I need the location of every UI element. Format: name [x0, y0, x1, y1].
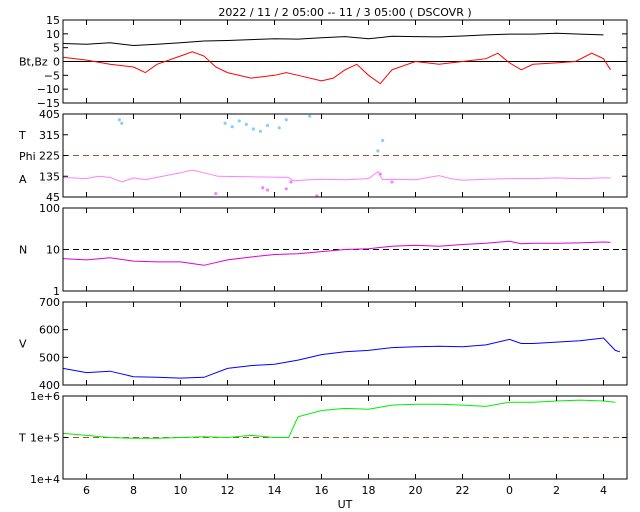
y-tick-label: 1e+5: [30, 432, 60, 445]
y-tick-label: 15: [46, 14, 60, 27]
chart-title: 2022 / 11 / 2 05:00 -- 11 / 3 05:00 ( DS…: [218, 6, 471, 19]
series-line-1: [62, 169, 611, 183]
series-point: [284, 187, 288, 191]
y-tick-label: 400: [39, 379, 60, 392]
y-tick-label: −15: [37, 97, 60, 110]
y-tick-label: 5: [53, 42, 60, 55]
y-tick-label: 315: [39, 129, 60, 142]
series-point: [261, 186, 265, 190]
y-tick-label: 405: [39, 108, 60, 121]
series-line-0: [62, 337, 621, 379]
series-point: [258, 129, 262, 133]
y-tick-label: 135: [39, 170, 60, 183]
y-axis-label: V: [19, 338, 27, 351]
y-tick-label: 10: [46, 244, 60, 257]
series-point: [308, 114, 312, 118]
series-point: [390, 180, 394, 184]
x-tick-label: 6: [83, 484, 90, 497]
series-point: [289, 180, 293, 184]
panel-temp: 1e+6 1e+5 1e+4 6 8 10 12 14 16 18 20 22 0 2 4 T: [18, 390, 628, 497]
y-axis-label: T: [18, 432, 26, 445]
x-tick-label: 0: [506, 484, 513, 497]
series-point: [265, 188, 270, 192]
y-tick-label: −5: [44, 69, 60, 82]
panel-n: 100 10 1 N: [19, 202, 628, 298]
x-tick-label: 18: [362, 484, 376, 497]
x-tick-label: 16: [315, 484, 329, 497]
series-line-1: [62, 51, 611, 85]
y-tick-label: 500: [39, 351, 60, 364]
y-tick-label: 45: [46, 191, 60, 204]
series-point: [214, 191, 218, 196]
x-tick-label: 4: [600, 484, 607, 497]
panel-frame: [62, 301, 628, 386]
series-point: [277, 126, 281, 130]
series-line-0: [62, 399, 616, 439]
series-point: [381, 138, 385, 143]
panels: 151050−5−10−15Bt,Bz40531522513545TPhiA10…: [18, 14, 628, 497]
x-tick-label: 10: [174, 484, 188, 497]
series-line-0: [62, 240, 611, 266]
y-axis-label: N: [19, 244, 27, 257]
series-point: [244, 122, 248, 126]
x-tick-label: 12: [221, 484, 235, 497]
y-tick-label: 600: [39, 324, 60, 337]
y-axis-label: Bt,Bz: [19, 56, 48, 69]
y-tick-label: 100: [39, 202, 60, 215]
x-tick-label: 22: [456, 484, 470, 497]
y-axis-label: A: [19, 173, 27, 186]
series-point: [117, 118, 121, 122]
y-tick-label: 1e+6: [30, 390, 60, 403]
series-point: [284, 118, 288, 122]
series-point: [223, 121, 227, 125]
panel-v: 700 600 500 400 V: [19, 296, 628, 392]
series-point: [230, 125, 234, 129]
panel-angles: 405 315 225 135 45 T Phi A: [18, 108, 628, 204]
x-tick-label: 2: [553, 484, 560, 497]
y-tick-label: 225: [39, 150, 60, 163]
series-line-0: [62, 32, 604, 47]
y-axis-label: T: [18, 129, 26, 142]
y-tick-label: −10: [37, 83, 60, 96]
series-point: [251, 127, 255, 131]
series-point: [265, 123, 270, 128]
x-axis-label: UT: [338, 498, 353, 511]
y-tick-label: 0: [53, 56, 60, 69]
series-point: [237, 119, 241, 123]
y-tick-label: 10: [46, 28, 60, 41]
series-point: [376, 149, 380, 153]
y-tick-label: 1: [53, 285, 60, 298]
series-point: [378, 172, 382, 176]
y-tick-label: 700: [39, 296, 60, 309]
series-point: [120, 121, 124, 125]
x-tick-label: 8: [130, 484, 137, 497]
x-tick-label: 14: [268, 484, 282, 497]
y-axis-label: Phi: [19, 150, 36, 163]
x-tick-label: 20: [409, 484, 423, 497]
y-tick-label: 1e+4: [30, 473, 60, 486]
